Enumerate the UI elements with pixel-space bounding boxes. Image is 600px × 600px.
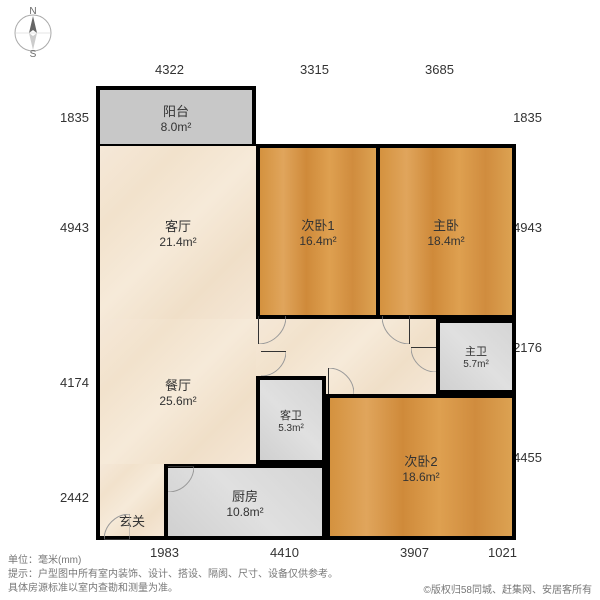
kitchen-area: 10.8m² — [226, 505, 263, 519]
door-bed1 — [258, 316, 286, 344]
dim-left-1: 4943 — [60, 220, 89, 235]
room-mbath: 主卫 5.7m² — [436, 319, 516, 394]
dim-top-2: 3685 — [425, 62, 454, 77]
gbath-label: 客卫 — [280, 407, 302, 423]
compass-south: S — [30, 49, 37, 60]
footer-note1: 提示：户型图中所有室内装饰、设计、搭设、隔阂、尺寸、设备仅供参考。 — [8, 568, 592, 582]
room-bed2: 次卧2 18.6m² — [326, 394, 516, 540]
room-living: 客厅 21.4m² — [96, 144, 256, 319]
mbath-area: 5.7m² — [463, 359, 489, 370]
kitchen-label: 厨房 — [232, 486, 258, 505]
bed2-area: 18.6m² — [402, 470, 439, 484]
bed1-label: 次卧1 — [301, 215, 334, 234]
footer-unit: 单位：毫米(mm) — [8, 554, 592, 568]
copyright: ©版权归58同城、赶集网、安居客所有 — [424, 581, 593, 596]
dining-area: 25.6m² — [159, 394, 196, 408]
door-kitchen — [168, 466, 194, 492]
master-label: 主卧 — [433, 215, 459, 234]
balcony-label: 阳台 — [163, 101, 189, 120]
balcony-area: 8.0m² — [161, 120, 192, 134]
room-master: 主卧 18.4m² — [378, 144, 516, 319]
bed2-label: 次卧2 — [404, 451, 437, 470]
bed1-area: 16.4m² — [299, 234, 336, 248]
dim-left-2: 4174 — [60, 375, 89, 390]
compass-north: N — [29, 6, 36, 17]
door-mbath — [411, 347, 436, 372]
dining-label: 餐厅 — [165, 375, 191, 394]
room-gbath: 客卫 5.3m² — [256, 376, 326, 464]
dim-left-3: 2442 — [60, 490, 89, 505]
compass-icon: N S — [8, 8, 58, 58]
dim-top-1: 3315 — [300, 62, 329, 77]
living-area: 21.4m² — [159, 235, 196, 249]
door-gbath — [261, 351, 286, 376]
room-bed1: 次卧1 16.4m² — [256, 144, 378, 319]
floor-plan: 阳台 8.0m² 客厅 21.4m² 餐厅 25.6m² 玄关 次卧1 16.4… — [96, 86, 520, 540]
door-bed2 — [328, 368, 354, 394]
room-dining: 餐厅 25.6m² — [96, 319, 256, 464]
master-area: 18.4m² — [427, 234, 464, 248]
door-entry — [104, 514, 130, 540]
dim-top-0: 4322 — [155, 62, 184, 77]
door-master — [382, 316, 410, 344]
living-label: 客厅 — [165, 216, 191, 235]
room-balcony: 阳台 8.0m² — [96, 86, 256, 146]
dim-left-0: 1835 — [60, 110, 89, 125]
mbath-label: 主卫 — [465, 343, 487, 359]
gbath-area: 5.3m² — [278, 423, 304, 434]
